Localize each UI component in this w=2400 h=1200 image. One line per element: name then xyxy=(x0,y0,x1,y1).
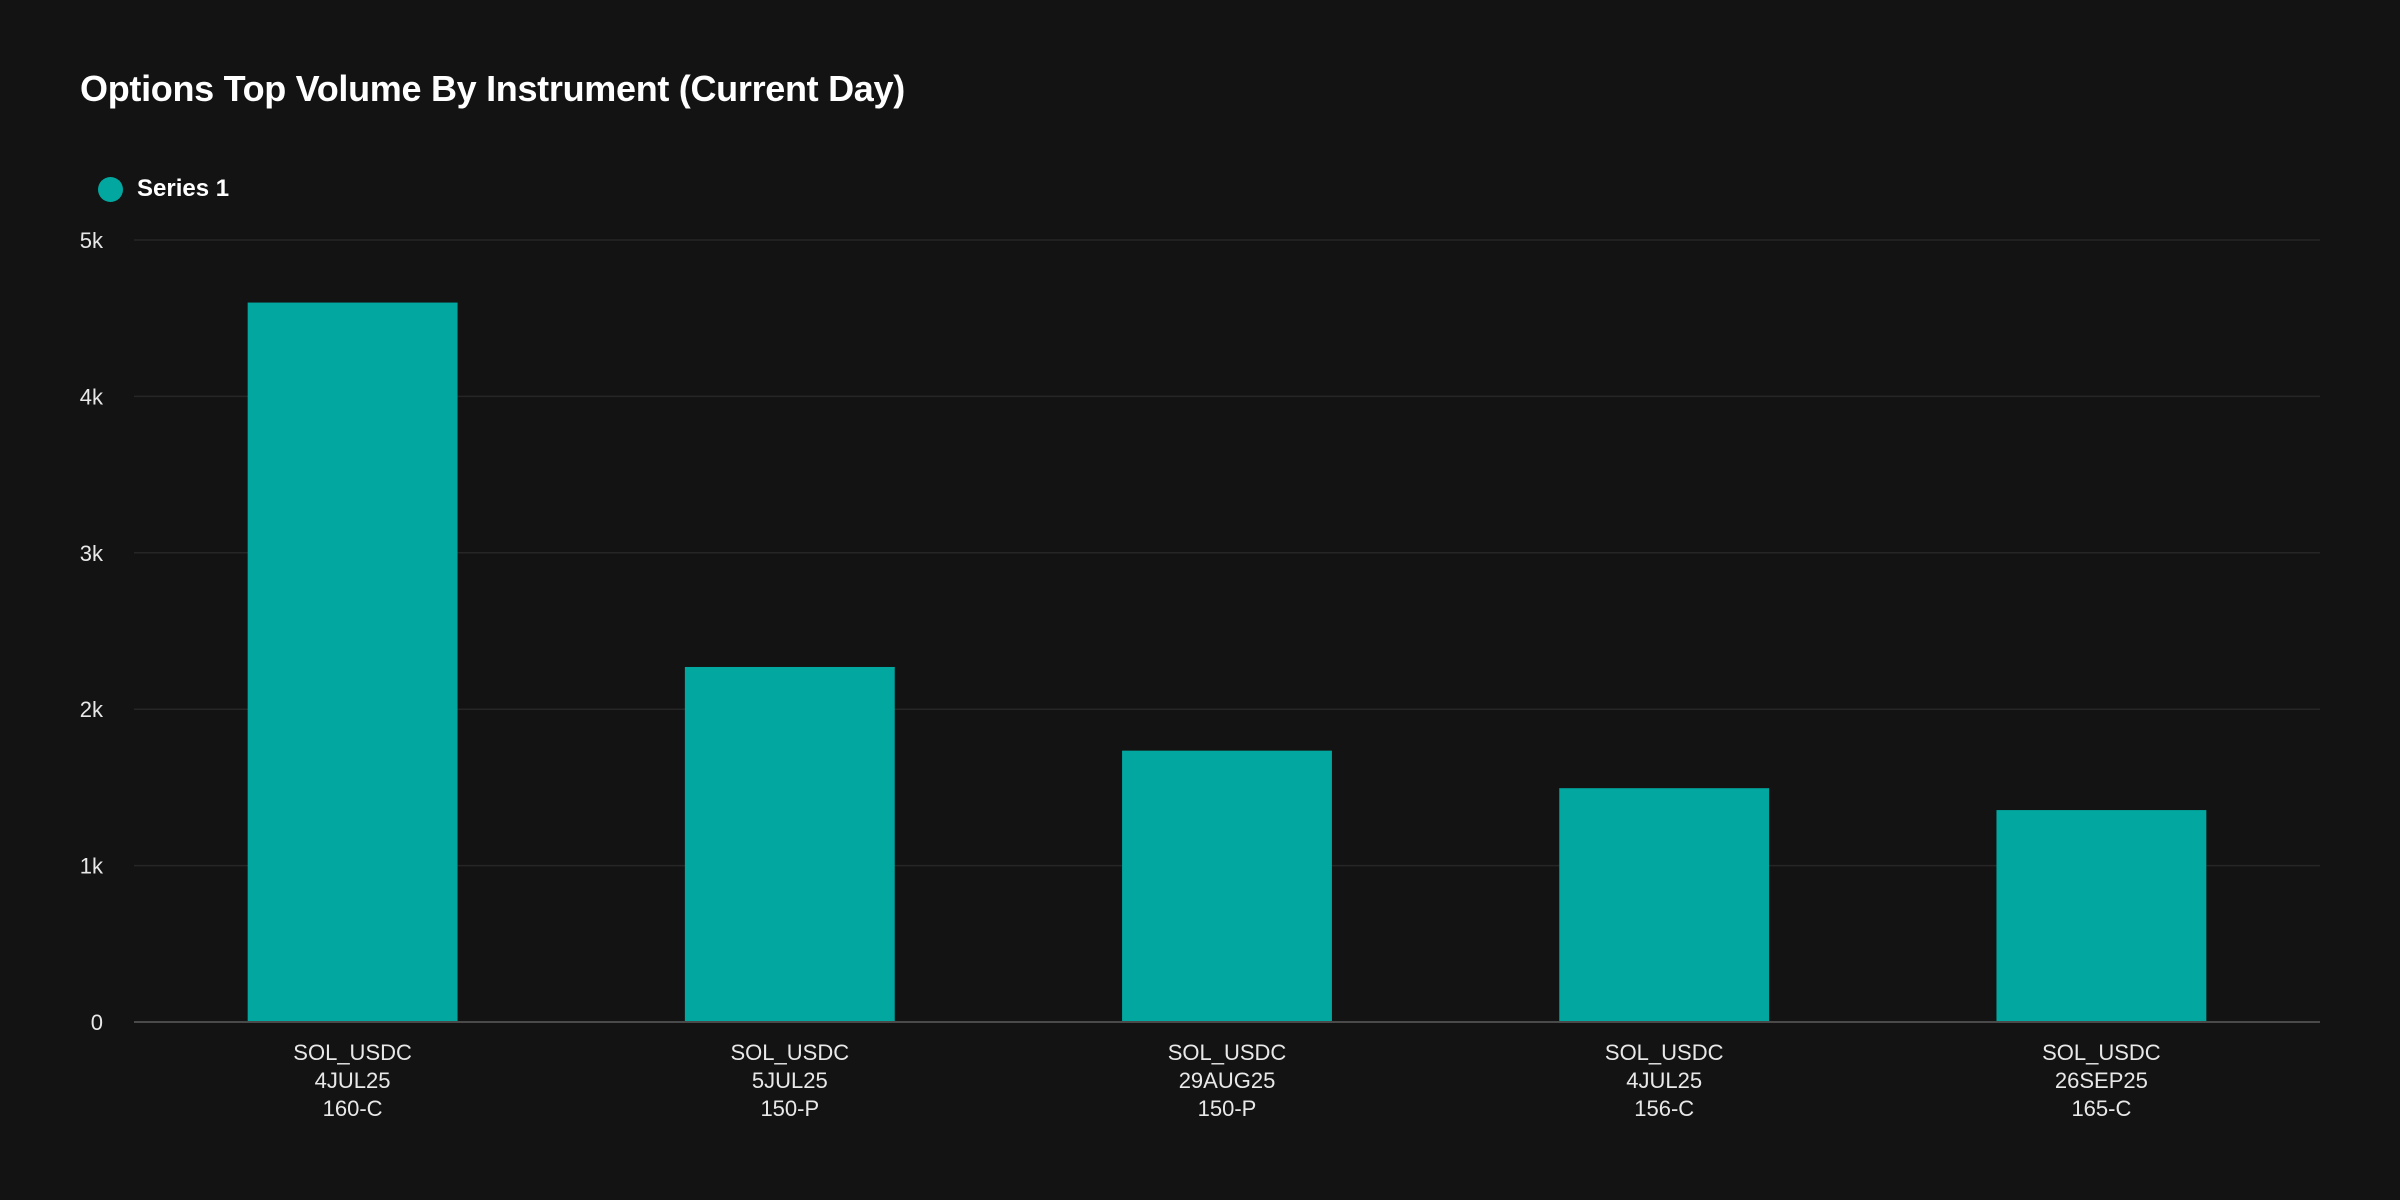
x-category-label-line: SOL_USDC xyxy=(1168,1040,1287,1065)
bar[interactable] xyxy=(247,302,458,1022)
x-category-label-line: SOL_USDC xyxy=(731,1040,850,1065)
x-category-label: SOL_USDC 5JUL25 150-P xyxy=(731,1040,850,1121)
bar[interactable] xyxy=(1996,810,2207,1022)
x-category-label-line: SOL_USDC xyxy=(293,1040,412,1065)
y-tick-label: 0 xyxy=(91,1010,103,1035)
x-category-label-line: 160-C xyxy=(323,1096,383,1121)
bar[interactable] xyxy=(684,666,895,1022)
bar[interactable] xyxy=(1122,750,1332,1022)
x-category-label-line: 26SEP25 xyxy=(2055,1068,2148,1093)
x-category-label-line: 165-C xyxy=(2071,1096,2131,1121)
legend[interactable]: Series 1 xyxy=(98,175,229,203)
x-category-label: SOL_USDC 26SEP25 165-C xyxy=(2042,1040,2161,1121)
y-tick-labels: 0 1k 2k 3k 4k 5k xyxy=(80,228,104,1035)
x-category-label: SOL_USDC 4JUL25 156-C xyxy=(1605,1040,1724,1121)
x-category-label-line: SOL_USDC xyxy=(1605,1040,1724,1065)
y-tick-label: 1k xyxy=(80,854,104,879)
bars-layer xyxy=(247,302,2207,1022)
y-tick-label: 4k xyxy=(80,384,104,409)
x-category-label-line: 150-P xyxy=(760,1096,819,1121)
chart-title: Options Top Volume By Instrument (Curren… xyxy=(80,68,905,109)
grid-layer xyxy=(134,239,2320,867)
x-category-label-line: 150-P xyxy=(1198,1096,1257,1121)
y-tick-label: 5k xyxy=(80,228,104,253)
x-category-label-line: 5JUL25 xyxy=(752,1068,828,1093)
legend-swatch xyxy=(98,176,123,202)
y-tick-label: 3k xyxy=(80,541,104,566)
y-tick-label: 2k xyxy=(80,697,104,722)
x-category-label-line: 4JUL25 xyxy=(1626,1068,1702,1093)
x-category-label: SOL_USDC 4JUL25 160-C xyxy=(293,1040,412,1121)
x-category-label-line: 156-C xyxy=(1634,1096,1694,1121)
bar[interactable] xyxy=(1559,788,1770,1022)
x-category-label-line: SOL_USDC xyxy=(2042,1040,2161,1065)
x-category-label: SOL_USDC 29AUG25 150-P xyxy=(1168,1040,1287,1121)
x-category-label-line: 4JUL25 xyxy=(315,1068,391,1093)
x-category-label-line: 29AUG25 xyxy=(1179,1068,1276,1093)
legend-label: Series 1 xyxy=(137,175,230,202)
